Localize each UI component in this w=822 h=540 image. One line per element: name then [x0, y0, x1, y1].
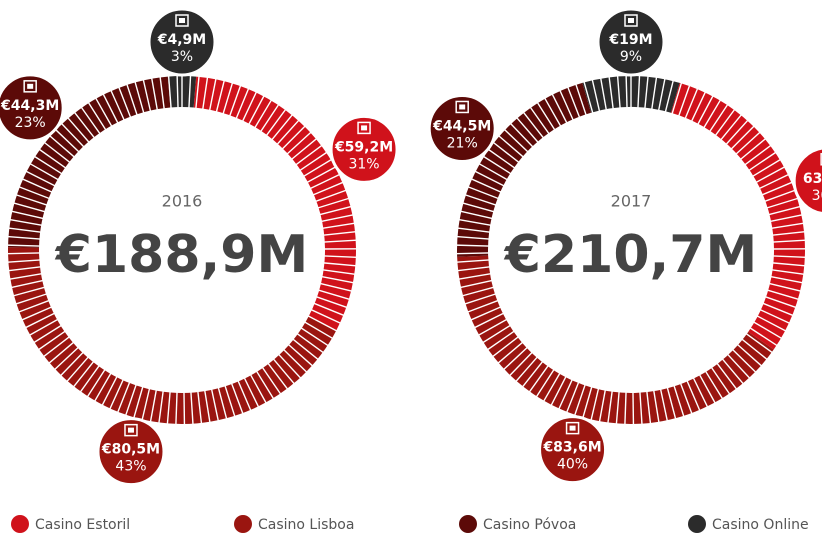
value-label: €19M: [608, 32, 652, 48]
percent-label: 43%: [115, 459, 146, 475]
bubble-icon-inner: [570, 426, 576, 431]
ring-divider: [177, 75, 178, 108]
legend-label: Casino Estoril: [35, 517, 130, 533]
ring-divider: [626, 75, 627, 108]
donut-segment: [671, 83, 805, 350]
legend-label: Casino Lisboa: [258, 517, 354, 533]
bubble-icon-inner: [27, 84, 33, 89]
value-label: €80,5M: [101, 442, 160, 458]
bubble-icon-inner: [128, 428, 134, 433]
bubble-icon-inner: [361, 125, 367, 130]
legend-label: Casino Póvoa: [483, 517, 576, 533]
total-label: €210,7M: [504, 225, 757, 285]
legend-swatch: [11, 515, 29, 533]
value-label: 63,6M: [803, 171, 822, 187]
bubble-icon-inner: [179, 18, 185, 23]
bubble-icon-inner: [628, 18, 634, 23]
ring-divider: [7, 245, 40, 246]
legend-swatch: [459, 515, 477, 533]
bubble-icon-inner: [459, 104, 465, 109]
ring-divider: [456, 245, 489, 246]
ring-divider: [7, 253, 40, 254]
year-label: 2016: [162, 192, 203, 211]
percent-label: 40%: [557, 457, 588, 473]
ring-divider: [456, 253, 489, 254]
legend-label: Casino Online: [712, 517, 809, 533]
total-label: €188,9M: [55, 225, 308, 285]
percent-label: 31%: [348, 156, 379, 172]
legend-swatch: [688, 515, 706, 533]
value-label: €83,6M: [542, 440, 601, 456]
percent-label: 21%: [447, 135, 478, 151]
value-label: €59,2M: [334, 139, 393, 155]
legend-swatch: [234, 515, 252, 533]
value-label: €4,9M: [157, 32, 206, 48]
percent-label: 3%: [171, 49, 193, 65]
year-label: 2017: [611, 192, 652, 211]
percent-label: 23%: [15, 115, 46, 131]
percent-label: 9%: [620, 49, 642, 65]
value-label: €44,3M: [0, 98, 59, 114]
percent-label: 30%: [812, 188, 822, 204]
value-label: €44,5M: [432, 118, 491, 134]
